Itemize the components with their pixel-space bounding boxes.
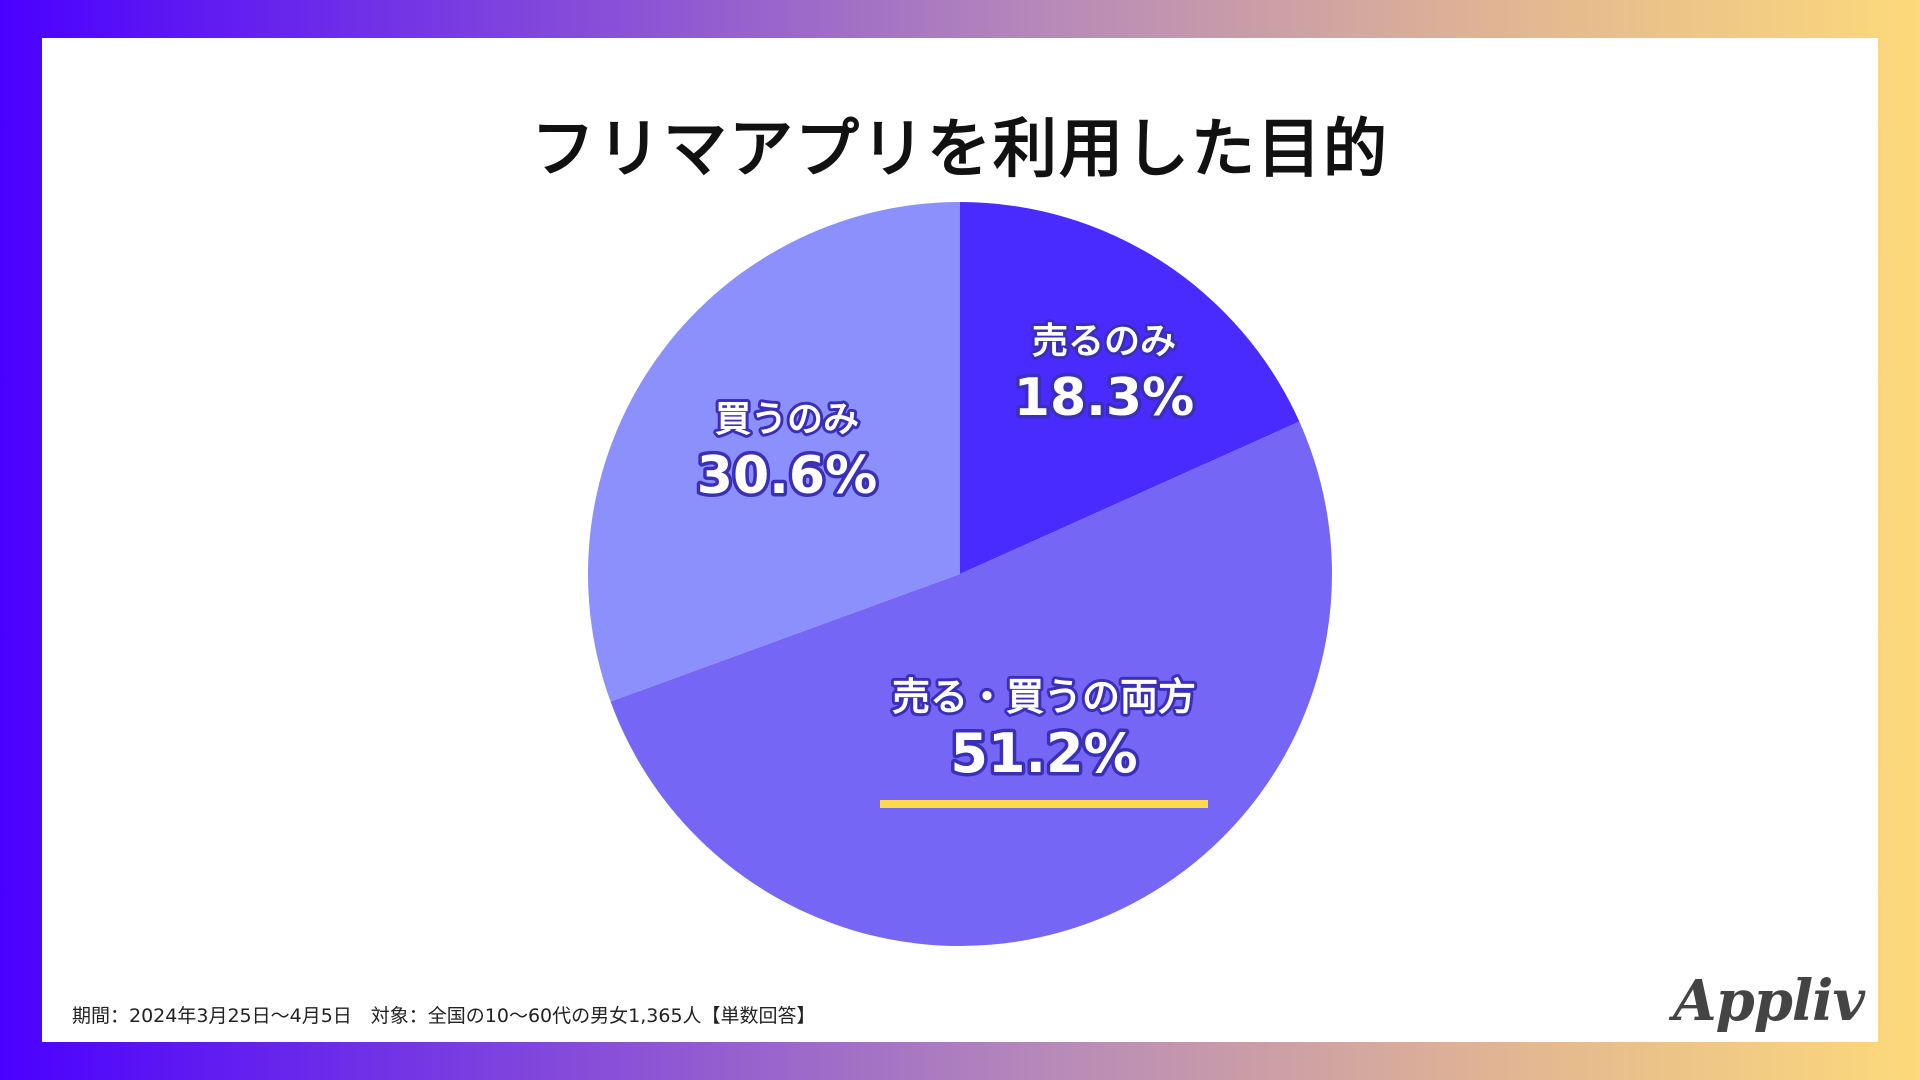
- pie-slices: [588, 201, 1332, 946]
- slice-value-1: 18.3%: [1014, 368, 1194, 428]
- appliv-logo: Appliv: [1673, 968, 1865, 1034]
- highlight-underline: [880, 800, 1208, 808]
- pie-slice-1: [960, 202, 1300, 574]
- survey-footnote: 期間：2024年3月25日〜4月5日 対象：全国の10〜60代の男女1,365人…: [72, 1005, 816, 1027]
- pie-slice-2: [610, 421, 1332, 946]
- chart-card: フリマアプリを利用した目的 売るのみ 18.3% 売る・買うの両方 51.2% 買うのみ…: [42, 38, 1878, 1042]
- slice-label-1: 売るのみ: [1032, 321, 1176, 362]
- slice-label-3: 買うのみ: [715, 399, 859, 440]
- chart-title: フリマアプリを利用した目的: [531, 113, 1389, 187]
- slice-value-2: 51.2%: [950, 722, 1137, 785]
- slice-value-3: 30.6%: [697, 446, 877, 506]
- pie-slice-3: [588, 201, 960, 702]
- slice-label-2: 売る・買うの両方: [892, 675, 1196, 719]
